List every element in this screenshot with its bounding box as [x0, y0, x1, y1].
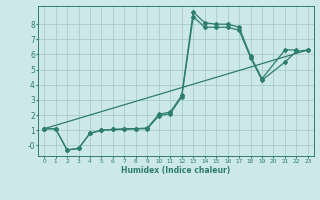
X-axis label: Humidex (Indice chaleur): Humidex (Indice chaleur)	[121, 166, 231, 175]
